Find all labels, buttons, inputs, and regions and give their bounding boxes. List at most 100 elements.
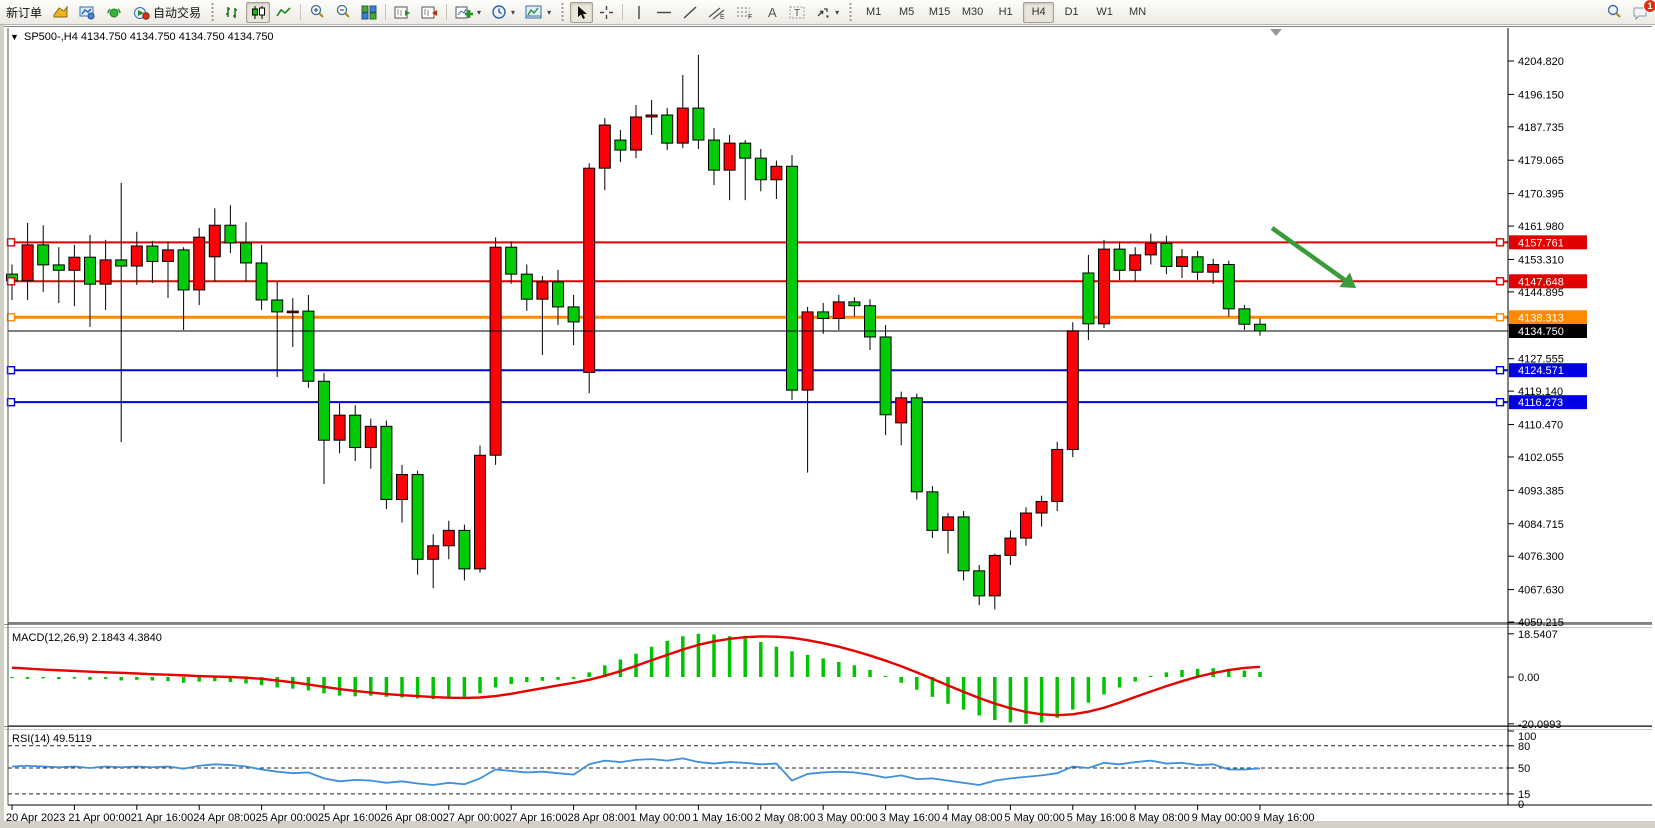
timeframe-mn-button[interactable]: MN (1129, 6, 1147, 18)
line-chart-button[interactable] (272, 2, 296, 23)
auto-scroll-button[interactable] (390, 2, 415, 23)
svg-text:E: E (720, 14, 725, 20)
bar-chart-button[interactable] (220, 2, 244, 23)
timeframe-h1-button[interactable]: H1 (998, 6, 1013, 18)
candle-body (832, 301, 845, 319)
time-tick-label: 25 Apr 16:00 (318, 812, 380, 824)
time-tick-label: 27 Apr 00:00 (443, 812, 505, 824)
macd-tick-label: -20.0993 (1518, 719, 1561, 731)
rsi-tick-label: 15 (1518, 789, 1530, 801)
candle-body (692, 107, 705, 141)
timeframe-h4-button[interactable]: H4 (1023, 1, 1055, 23)
price-axis[interactable]: 4204.820 4196.150 4187.735 4179.065 4170.395… (1507, 28, 1587, 811)
candle-body (21, 244, 34, 282)
line-handle[interactable] (1495, 238, 1505, 247)
timeframe-d1-button[interactable]: D1 (1064, 6, 1079, 18)
tile-windows-button[interactable] (357, 2, 381, 23)
equidistant-channel-button[interactable]: E (704, 2, 730, 23)
candle-body (1020, 512, 1032, 539)
candle-body (879, 336, 892, 416)
price-tag-4147.648-text: 4147.648 (1518, 276, 1564, 288)
time-axis[interactable]: 20 Apr 2023 21 Apr 00:00 21 Apr 16:00 24 Ap… (6, 805, 1315, 824)
chart-shift-marker[interactable] (1270, 29, 1282, 36)
template-button[interactable]: ▾ (521, 2, 555, 23)
text-label-button[interactable]: T (785, 2, 809, 23)
line-handle[interactable] (6, 365, 16, 375)
candle-body (505, 246, 518, 275)
rsi-tick-label: 80 (1518, 741, 1530, 753)
rsi-label: RSI(14) 49.5119 (12, 733, 92, 745)
chevron-down-icon: ▾ (835, 7, 840, 17)
price-chart: 4204.820 4196.150 4187.735 4179.065 4170.395… (0, 25, 1655, 828)
zoom-out-button[interactable] (331, 2, 355, 23)
candle-body (864, 305, 876, 338)
candle-body (130, 245, 143, 267)
rsi-indicator (8, 745, 1508, 795)
signals-icon[interactable] (102, 2, 127, 23)
line-handle[interactable] (6, 397, 16, 407)
candle-body (770, 165, 783, 181)
price-tick-label: 4187.735 (1518, 122, 1564, 134)
line-handle[interactable] (6, 277, 16, 286)
horizontal-line-button[interactable] (652, 2, 676, 23)
line-handle[interactable] (1495, 397, 1505, 407)
timeframe-m15-button[interactable]: M15 (928, 6, 951, 18)
candle-body (224, 224, 237, 244)
price-tag-4138.313 (1509, 310, 1587, 325)
cursor-button[interactable] (570, 1, 594, 23)
timeframe-m5-button[interactable]: M5 (898, 6, 915, 18)
mql-community-icon[interactable] (48, 2, 73, 23)
line-handle[interactable] (1495, 277, 1505, 286)
line-handle[interactable] (1495, 365, 1505, 375)
new-chart-button[interactable]: ▾ (451, 2, 485, 23)
toolbar-gripper[interactable] (210, 3, 216, 21)
line-handle[interactable] (6, 238, 16, 247)
trendline-button[interactable] (678, 2, 702, 23)
timeframe-w1-button[interactable]: W1 (1096, 6, 1113, 18)
candle-body (364, 425, 377, 449)
price-tick-label: 4144.895 (1518, 287, 1564, 299)
candle-body (458, 529, 471, 570)
time-tick-label: 27 Apr 16:00 (505, 812, 567, 824)
candle-body (255, 262, 268, 301)
arrows-button[interactable]: ▾ (811, 2, 843, 23)
chart-shift-button[interactable] (417, 2, 442, 23)
timeframe-m1-button[interactable]: M1 (865, 6, 882, 18)
new-order-button[interactable]: 新订单 (2, 2, 46, 23)
candle-body (146, 245, 159, 262)
price-tag-4138.313-text: 4138.313 (1518, 312, 1564, 324)
candle-body (848, 301, 861, 307)
candlestick-series (6, 54, 1266, 610)
chat-notifications-button[interactable]: 1 (1628, 0, 1655, 23)
line-handle[interactable] (1495, 313, 1505, 322)
candle-body (349, 414, 362, 449)
line-handle[interactable] (6, 313, 16, 322)
fibonacci-button[interactable]: F (732, 2, 758, 23)
candle-body (1191, 256, 1204, 273)
timeframe-m30-button[interactable]: M30 (961, 6, 984, 18)
candlestick-chart-button[interactable] (246, 1, 271, 23)
candle-body (84, 256, 96, 285)
toolbar-gripper[interactable] (560, 3, 566, 21)
period-clock-button[interactable]: ▾ (487, 2, 519, 23)
trend-arrowhead[interactable] (1339, 272, 1356, 288)
autotrading-button[interactable]: 自动交易 (129, 2, 205, 23)
price-tick-label: 4170.395 (1518, 189, 1564, 201)
trend-arrow-annotation[interactable] (1270, 226, 1346, 282)
price-tag-4116.273-text: 4116.273 (1518, 397, 1563, 409)
candle-body (957, 516, 970, 572)
rsi-tick-label: 0 (1518, 799, 1524, 811)
time-tick-label: 21 Apr 16:00 (131, 812, 193, 824)
text-button[interactable]: A (760, 2, 783, 23)
search-icon[interactable] (1602, 2, 1626, 23)
candle-body (645, 114, 658, 118)
candle-body (1129, 254, 1142, 271)
zoom-in-button[interactable] (305, 2, 329, 23)
candle-body (801, 311, 814, 391)
price-tick-label: 4076.300 (1518, 551, 1564, 563)
toolbar-gripper[interactable] (848, 3, 854, 21)
vertical-line-button[interactable] (627, 2, 650, 23)
market-watch-icon[interactable] (75, 2, 100, 23)
window-left-edge (0, 25, 4, 828)
crosshair-button[interactable] (595, 2, 618, 23)
